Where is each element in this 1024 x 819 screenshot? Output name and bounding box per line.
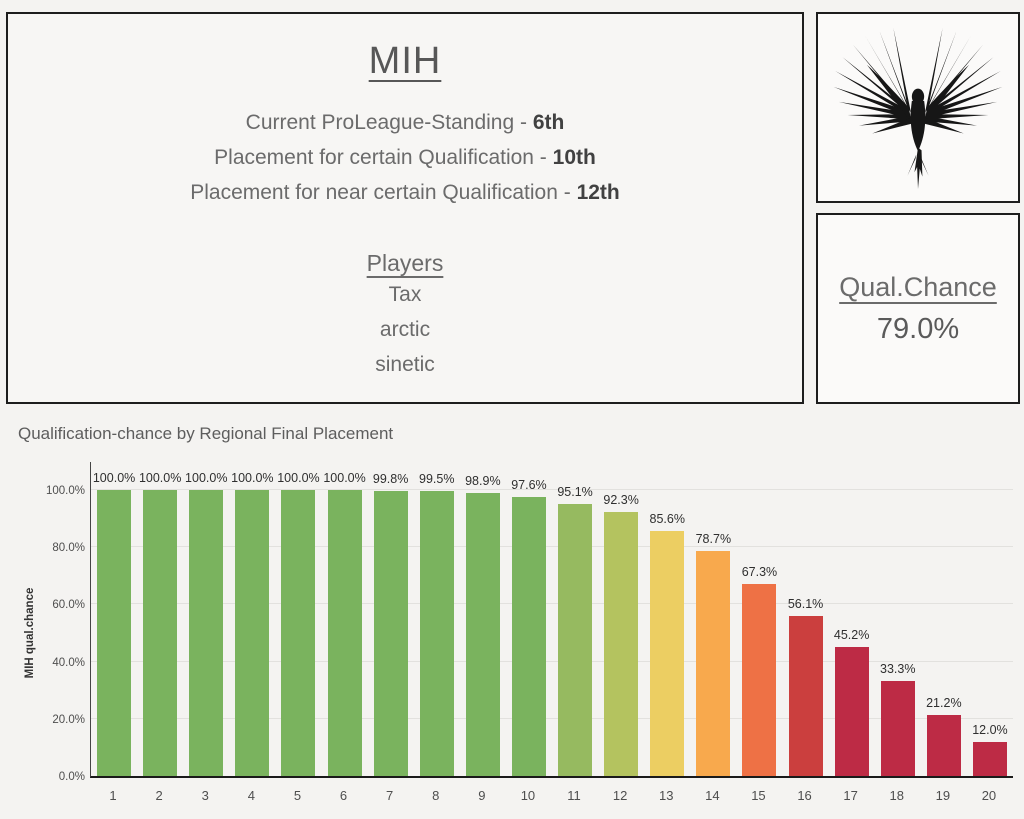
x-tick-label: 9 [478, 788, 486, 803]
x-tick-label: 8 [432, 788, 440, 803]
bar-placement-1[interactable] [97, 490, 132, 776]
bar-value-label: 100.0% [323, 471, 366, 485]
bar-value-label: 98.9% [465, 474, 501, 489]
x-tick-label: 2 [155, 788, 163, 803]
gridline [91, 546, 1013, 548]
player-name: sinetic [375, 353, 435, 376]
team-info-panel: MIH Current ProLeague-Standing - 6th Pla… [6, 12, 804, 404]
proleague-standing-value: 6th [532, 111, 565, 134]
x-tick-label: 14 [705, 788, 720, 803]
bar-value-label: 95.1% [557, 485, 593, 500]
bar-value-label: 100.0% [138, 471, 182, 485]
x-tick-label: 4 [247, 788, 255, 803]
bar-placement-10[interactable] [511, 496, 546, 776]
bar-value-label: 100.0% [92, 471, 136, 485]
bar-value-label: 100.0% [185, 471, 228, 485]
bar-placement-9[interactable] [465, 493, 500, 776]
certain-qualification-value: 10th [552, 146, 596, 169]
standing-lines: Current ProLeague-Standing - 6th Placeme… [8, 105, 802, 210]
bar-placement-12[interactable] [604, 512, 639, 776]
bar-placement-19[interactable] [926, 715, 961, 776]
gridline [91, 717, 1013, 719]
x-tick-label: 17 [843, 788, 858, 803]
bar-value-label: 99.8% [372, 471, 409, 486]
team-title: MIH [368, 40, 442, 82]
certain-qualification-label: Placement for certain Qualification - [214, 146, 553, 169]
near-certain-qualification-label: Placement for near certain Qualification… [190, 181, 577, 204]
x-tick-label: 7 [386, 788, 394, 803]
x-tick-label: 20 [981, 788, 997, 803]
gridline [91, 660, 1013, 662]
x-tick-label: 13 [659, 788, 674, 803]
bar-placement-16[interactable] [788, 615, 823, 776]
y-tick-label: 20.0% [52, 713, 85, 726]
gridline [91, 489, 1013, 490]
bar-chart-plot-area: 0.0% 20.0% 40.0% 60.0% 80.0% 100.0% 100.0% 100.… [46, 462, 1013, 783]
y-tick-label: 100.0% [45, 485, 85, 497]
qual-chance-label: Qual.Chance [839, 271, 997, 302]
certain-qualification-line: Placement for certain Qualification - 10… [8, 140, 802, 175]
near-certain-qualification-value: 12th [576, 181, 620, 204]
x-tick-label: 3 [201, 788, 209, 803]
bar-value-label: 100.0% [277, 471, 320, 485]
x-tick-label: 19 [935, 788, 951, 803]
bar-value-label: 99.5% [419, 472, 455, 487]
qual-chance-value: 79.0% [876, 312, 960, 345]
x-tick-label: 15 [751, 788, 766, 803]
bar-placement-20[interactable] [972, 741, 1007, 776]
bar-placement-5[interactable] [281, 490, 316, 776]
qual-chance-panel: Qual.Chance 79.0% [816, 213, 1020, 404]
proleague-standing-label: Current ProLeague-Standing - [245, 111, 533, 134]
bar-placement-13[interactable] [650, 531, 685, 776]
gridline [91, 603, 1013, 605]
x-tick-label: 18 [889, 788, 904, 803]
bar-value-label: 67.3% [741, 564, 778, 579]
x-tick-label: 16 [797, 788, 812, 803]
bar-placement-14[interactable] [696, 550, 731, 776]
bar-value-label: 45.2% [833, 627, 870, 642]
chart-title: Qualification-chance by Regional Final P… [18, 424, 394, 443]
team-logo-panel [816, 12, 1020, 203]
bar-value-label: 85.6% [649, 512, 685, 527]
bar-value-label: 92.3% [603, 493, 639, 508]
near-certain-qualification-line: Placement for near certain Qualification… [8, 175, 802, 210]
bar-placement-8[interactable] [419, 491, 454, 776]
y-tick-label: 40.0% [52, 656, 85, 669]
bar-value-label: 78.7% [695, 531, 732, 546]
bar-placement-15[interactable] [742, 583, 777, 776]
bar-value-label: 33.3% [880, 661, 916, 676]
x-tick-label: 11 [567, 788, 581, 803]
bar-placement-3[interactable] [189, 490, 224, 776]
phoenix-wings-icon [833, 27, 1003, 189]
bar-placement-4[interactable] [235, 490, 270, 776]
x-tick-label: 12 [612, 788, 628, 803]
players-list: Tax arctic sinetic [8, 277, 802, 382]
bar-value-label: 12.0% [972, 722, 1008, 737]
player-name: Tax [388, 283, 422, 306]
bar-placement-11[interactable] [558, 504, 593, 776]
x-tick-label: 1 [109, 788, 117, 803]
bar-value-label: 56.1% [787, 596, 824, 611]
x-tick-label: 6 [339, 788, 348, 803]
bar-placement-7[interactable] [373, 490, 408, 776]
bar-value-label: 100.0% [231, 471, 274, 485]
bar-placement-17[interactable] [834, 646, 869, 776]
bar-value-label: 21.2% [926, 696, 962, 711]
bar-placement-18[interactable] [880, 680, 915, 776]
proleague-standing-line: Current ProLeague-Standing - 6th [8, 105, 802, 140]
y-tick-label: 60.0% [52, 599, 85, 612]
players-heading: Players [366, 250, 444, 276]
x-tick-label: 10 [520, 788, 536, 803]
bar-placement-6[interactable] [327, 490, 362, 776]
x-tick-label: 5 [293, 788, 302, 803]
y-tick-label: 80.0% [52, 542, 85, 555]
y-tick-label: 0.0% [58, 771, 85, 783]
bar-placement-2[interactable] [143, 490, 178, 776]
bar-value-label: 97.6% [511, 477, 547, 492]
player-name: arctic [379, 318, 431, 341]
